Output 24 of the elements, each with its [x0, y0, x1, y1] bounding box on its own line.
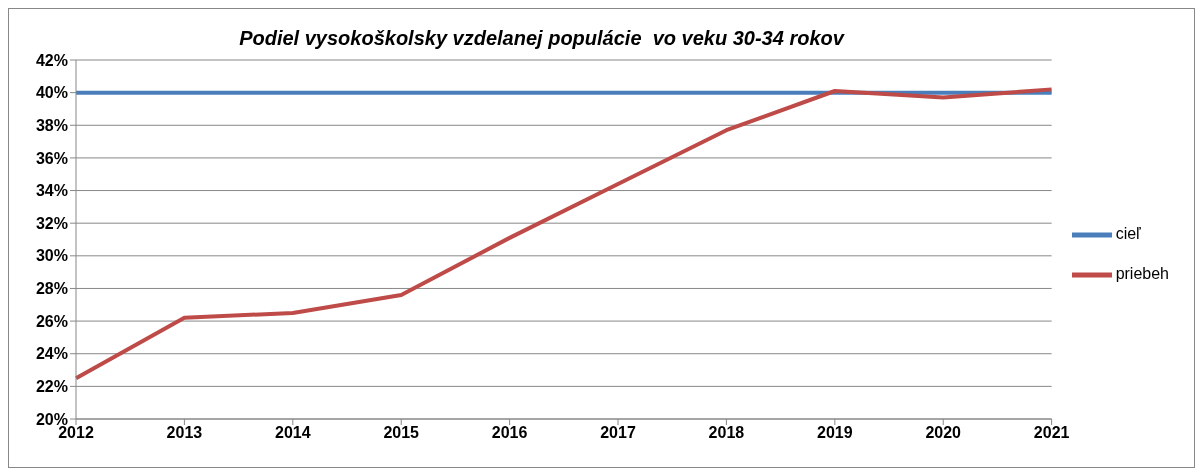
y-tick-label: 34% [35, 182, 68, 200]
y-tick-label: 24% [35, 345, 68, 363]
y-tick-label: 22% [35, 378, 68, 396]
y-tick-label: 42% [35, 51, 68, 69]
legend-label: priebeh [1115, 265, 1169, 283]
legend-label: cieľ [1115, 225, 1141, 243]
x-tick-label: 2020 [925, 424, 962, 442]
chart-title: Podiel vysokoškolsky vzdelanej populácie vo veku 30-34 rokov [238, 26, 846, 50]
y-tick-label: 28% [35, 280, 68, 298]
y-tick-label: 36% [35, 149, 68, 167]
x-tick-label: 2014 [275, 424, 311, 442]
x-tick-label: 2013 [166, 424, 203, 442]
y-tick-label: 38% [35, 116, 68, 134]
x-tick-label: 2018 [708, 424, 745, 442]
y-tick-label: 40% [35, 84, 68, 102]
x-tick-label: 2021 [1033, 424, 1070, 442]
y-tick-label: 26% [35, 312, 68, 330]
y-tick-label: 30% [35, 247, 68, 265]
x-tick-label: 2012 [58, 424, 94, 442]
y-tick-label: 32% [35, 214, 68, 232]
x-tick-label: 2015 [383, 424, 420, 442]
x-tick-label: 2016 [491, 424, 528, 442]
x-tick-label: 2017 [600, 424, 636, 442]
x-tick-label: 2019 [817, 424, 853, 442]
